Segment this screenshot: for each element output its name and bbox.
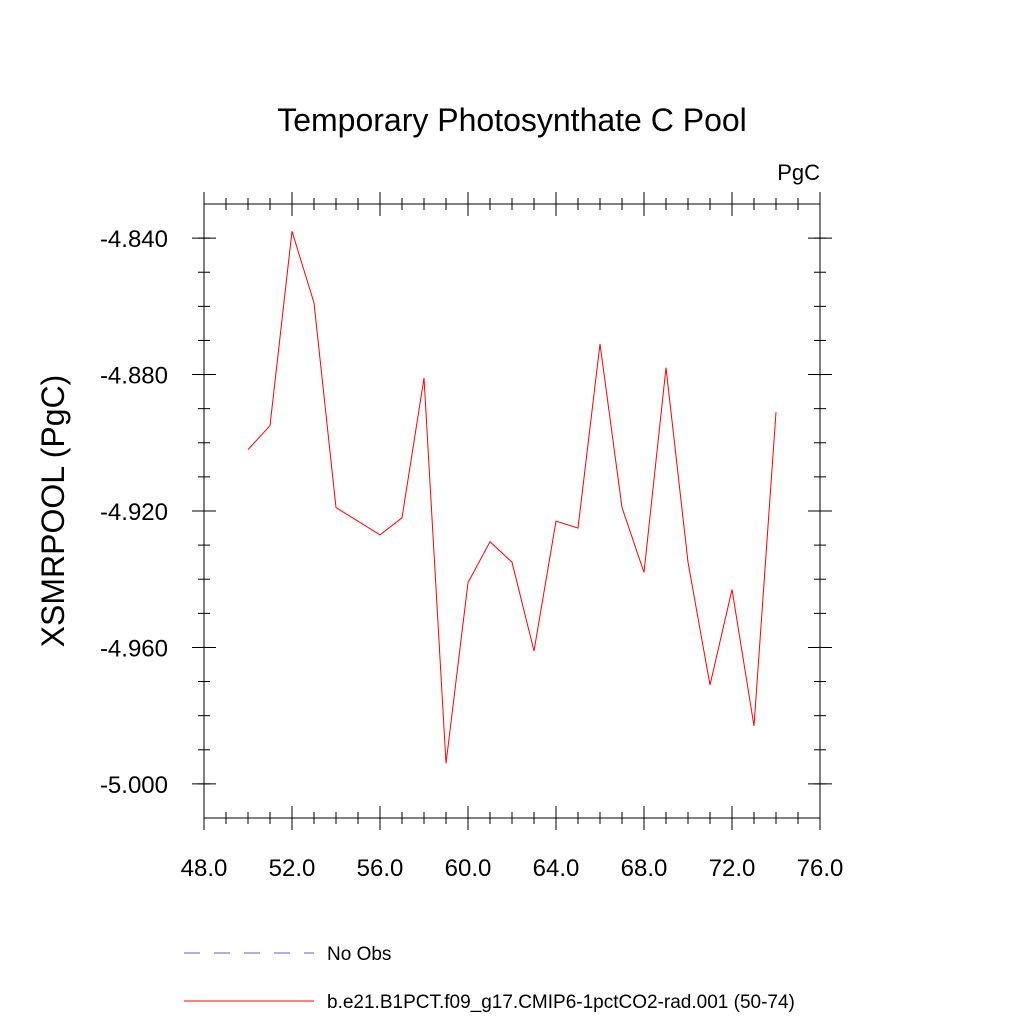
chart-title: Temporary Photosynthate C Pool (277, 102, 747, 138)
x-tick-label: 68.0 (621, 855, 668, 882)
legend: No Obs b.e21.B1PCT.f09_g17.CMIP6-1pctCO2-… (184, 944, 795, 1013)
x-tick-label: 64.0 (533, 855, 580, 882)
x-tick-label: 56.0 (357, 855, 404, 882)
x-tick-label: 60.0 (445, 855, 492, 882)
y-tick-label: -4.920 (100, 499, 168, 526)
units-label: PgC (777, 160, 820, 185)
x-tick-label: 52.0 (269, 855, 316, 882)
x-tick-label: 72.0 (709, 855, 756, 882)
axis-ticks: 48.0 52.0 56.0 60.0 64.0 68.0 72.0 76.0 -4.840 -4… (100, 192, 843, 882)
y-axis-label: XSMRPOOL (PgC) (35, 375, 71, 648)
x-tick-label: 76.0 (797, 855, 844, 882)
legend-label: b.e21.B1PCT.f09_g17.CMIP6-1pctCO2-rad.00… (327, 992, 795, 1013)
y-tick-label: -4.960 (100, 635, 168, 662)
series-layer (247, 231, 777, 764)
y-tick-label: -5.000 (100, 772, 168, 799)
y-tick-label: -4.880 (100, 363, 168, 390)
y-tick-label: -4.840 (100, 226, 168, 253)
x-tick-label: 48.0 (181, 855, 228, 882)
legend-label: No Obs (327, 944, 391, 965)
plot-frame (203, 203, 821, 819)
series-line (247, 231, 777, 764)
